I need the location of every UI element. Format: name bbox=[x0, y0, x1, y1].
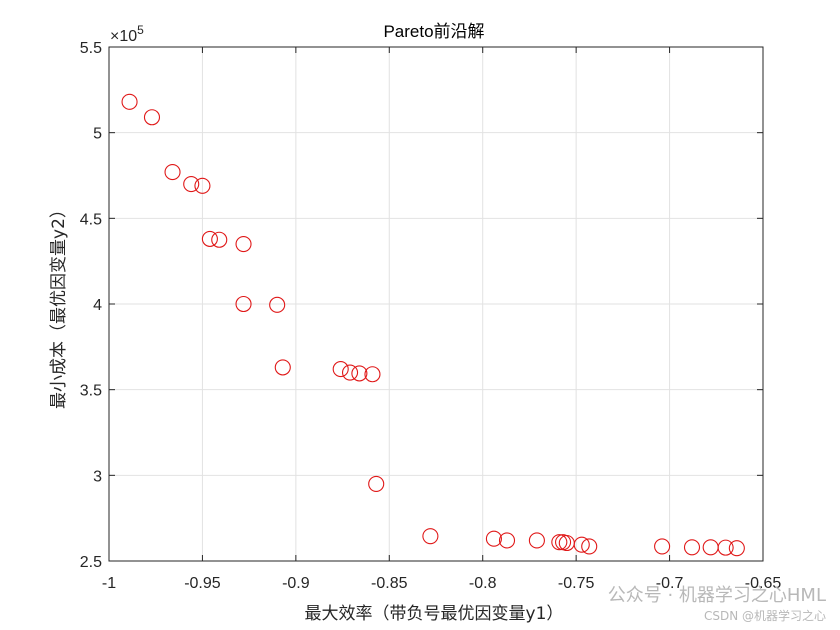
data-point bbox=[528, 532, 545, 549]
data-point bbox=[269, 296, 286, 313]
data-point bbox=[211, 231, 228, 248]
data-point bbox=[368, 475, 385, 492]
y-tick-label-0: 2.5 bbox=[80, 554, 102, 571]
data-point bbox=[364, 366, 381, 383]
data-point bbox=[683, 539, 701, 556]
grid-layer bbox=[108, 46, 764, 562]
x-tick-label-7: -0.65 bbox=[745, 575, 782, 592]
data-point bbox=[573, 536, 590, 553]
x-tick-label-5: -0.75 bbox=[558, 575, 595, 592]
data-point bbox=[654, 538, 671, 555]
x-tick-label-0: -1 bbox=[102, 575, 116, 592]
y-exponent-label: ×105 bbox=[110, 23, 144, 45]
data-point bbox=[143, 109, 161, 126]
data-point bbox=[422, 528, 439, 545]
data-point bbox=[194, 177, 211, 194]
tick-layer: -1 -0.95 -0.9 -0.85 -0.8 -0.75 -0.7 -0.65 2.5 3 3.… bbox=[80, 40, 782, 592]
y-tick-label-3: 4 bbox=[93, 297, 102, 314]
data-point bbox=[485, 530, 502, 547]
y-tick-label-5: 5 bbox=[93, 126, 102, 143]
x-tick-label-3: -0.85 bbox=[371, 575, 408, 592]
y-exponent-base: ×10 bbox=[110, 28, 137, 45]
y-tick-label-1: 3 bbox=[93, 468, 102, 485]
data-point bbox=[717, 539, 734, 556]
data-point bbox=[235, 295, 252, 313]
data-point bbox=[351, 365, 368, 382]
data-point bbox=[341, 364, 359, 381]
watermark-line2: CSDN @机器学习之心 bbox=[704, 608, 826, 623]
data-point bbox=[551, 534, 568, 551]
y-axis-label: 最小成本（最优因变量y2） bbox=[49, 201, 69, 409]
x-axis-label: 最大效率（带负号最优因变量y1） bbox=[305, 604, 564, 624]
marker-layer bbox=[121, 93, 745, 557]
data-point bbox=[498, 532, 516, 549]
data-point bbox=[235, 235, 252, 253]
y-exponent-power: 5 bbox=[137, 23, 144, 37]
data-point bbox=[183, 176, 200, 193]
data-point bbox=[332, 361, 349, 378]
y-tick-label-6: 5.5 bbox=[80, 40, 102, 57]
data-point bbox=[164, 164, 181, 181]
data-point bbox=[201, 230, 218, 247]
data-point bbox=[581, 538, 598, 555]
data-point bbox=[121, 93, 138, 110]
data-point bbox=[274, 359, 291, 376]
y-tick-label-2: 3.5 bbox=[80, 383, 102, 400]
y-tick-label-4: 4.5 bbox=[80, 211, 102, 228]
x-tick-label-2: -0.9 bbox=[282, 575, 310, 592]
x-tick-label-1: -0.95 bbox=[184, 575, 221, 592]
watermark-line1: 公众号 · 机器学习之心HML bbox=[608, 585, 826, 606]
x-tick-label-4: -0.8 bbox=[469, 575, 497, 592]
data-point bbox=[728, 540, 745, 557]
chart-title: Pareto前沿解 bbox=[383, 22, 484, 41]
x-tick-label-6: -0.7 bbox=[656, 575, 684, 592]
